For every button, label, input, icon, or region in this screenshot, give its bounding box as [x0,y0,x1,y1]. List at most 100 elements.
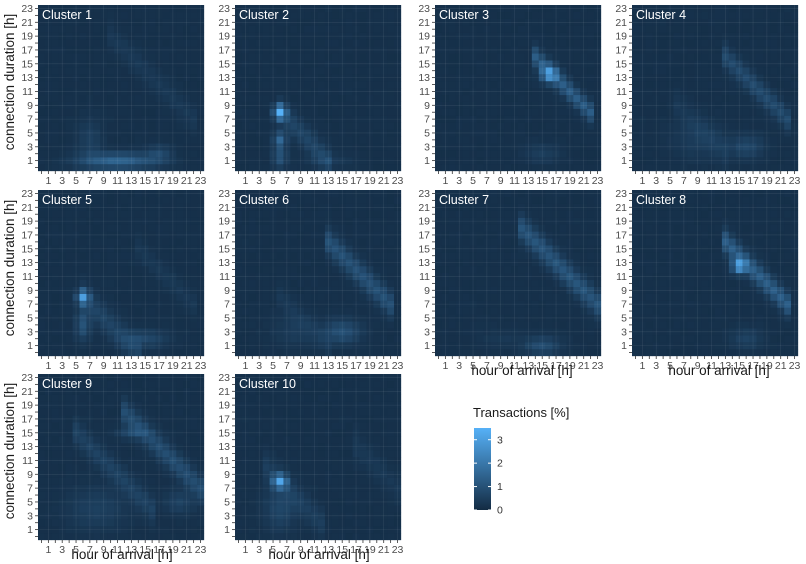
heatmap-cell [687,279,695,287]
heatmap-cell [352,164,360,172]
heatmap-cell [441,190,449,198]
heatmap-cell [435,122,443,130]
heatmap-cell [86,129,94,137]
heatmap-cell [435,53,443,61]
heatmap-cell [255,328,263,336]
heatmap-cell [728,108,736,116]
heatmap-cell [531,122,539,130]
heatmap-cell [659,157,667,165]
heatmap-cell [331,266,339,274]
heatmap-cell [241,157,249,165]
heatmap-cell [141,157,149,165]
heatmap-cell [673,224,681,232]
heatmap-cell [255,164,263,172]
heatmap-cell [148,18,156,26]
heatmap-cell [645,238,653,246]
heatmap-cell [594,115,602,123]
heatmap-cell [694,108,702,116]
heatmap-cell [545,266,553,274]
heatmap-cell [169,143,177,151]
heatmap-cell [763,25,771,33]
heatmap-cell [483,39,491,47]
heatmap-cell [338,224,346,232]
heatmap-cell [524,60,532,68]
heatmap-cell [448,286,456,294]
heatmap-cell [531,196,539,204]
heatmap-cell [380,293,388,301]
y-tick-label: 17 [21,230,33,242]
heatmap-cell [283,190,291,198]
heatmap-cell [241,5,249,13]
heatmap-cell [518,11,526,19]
heatmap-cell [121,279,129,287]
heatmap-cell [276,150,284,158]
heatmap-cell [148,279,156,287]
heatmap-cell [345,217,353,225]
heatmap-cell [65,252,73,260]
y-tick-label: 15 [21,58,33,70]
heatmap-cell [297,81,305,89]
heatmap-cell [197,25,205,33]
heatmap-cell [632,32,640,40]
heatmap-cell [86,266,94,274]
heatmap-cell [784,60,792,68]
heatmap-cell [441,196,449,204]
heatmap-cell [373,53,381,61]
x-tick-label: 7 [484,175,490,187]
heatmap-cell [721,39,729,47]
heatmap-cell [114,307,122,315]
heatmap-cell [255,252,263,260]
heatmap-cell [241,46,249,54]
heatmap-cell [79,349,87,357]
heatmap-cell [511,81,519,89]
heatmap-cell [79,60,87,68]
y-tick-label: 17 [418,45,430,57]
heatmap-cell [93,5,101,13]
heatmap-cell [318,150,326,158]
heatmap-cell [749,94,757,102]
heatmap-cell [255,115,263,123]
heatmap-cell [763,94,771,102]
heatmap-cell [44,314,52,322]
heatmap-cell [183,224,191,232]
heatmap-cell [255,245,263,253]
heatmap-cell [462,11,470,19]
heatmap-cell [190,245,198,253]
heatmap-cell [366,279,374,287]
heatmap-cell [190,349,198,357]
heatmap-cell [235,122,243,130]
heatmap-cell [72,286,80,294]
heatmap-cell [680,108,688,116]
heatmap-cell [114,11,122,19]
heatmap-cell [100,210,108,218]
heatmap-cell [176,300,184,308]
heatmap-cell [538,25,546,33]
heatmap-cell [269,321,277,329]
x-axis-ticks: 1 3 5 7 9 11 13 15 17 19 21 23 [438,171,604,187]
heatmap-cell [283,273,291,281]
heatmap-cell [79,259,87,267]
heatmap-cell [531,321,539,329]
heatmap-cell [531,67,539,75]
heatmap-cell [366,115,374,123]
heatmap-cell [141,46,149,54]
heatmap-cell [721,74,729,82]
grid-lines [235,190,401,356]
heatmap-cell [148,238,156,246]
heatmap-cell [435,18,443,26]
heatmap-cell [121,300,129,308]
heatmap-cell [490,94,498,102]
heatmap-cell [645,122,653,130]
heatmap-cell [134,11,142,19]
heatmap-cell [197,314,205,322]
heatmap-cell [304,279,312,287]
heatmap-cell [114,5,122,13]
heatmap-cell [283,136,291,144]
heatmap-cell [777,25,785,33]
heatmap-cell [559,67,567,75]
heatmap-cell [283,53,291,61]
x-tick-label: 3 [256,175,262,187]
heatmap-cell [680,74,688,82]
heatmap-cell [366,101,374,109]
y-tick-label: 9 [224,285,230,297]
